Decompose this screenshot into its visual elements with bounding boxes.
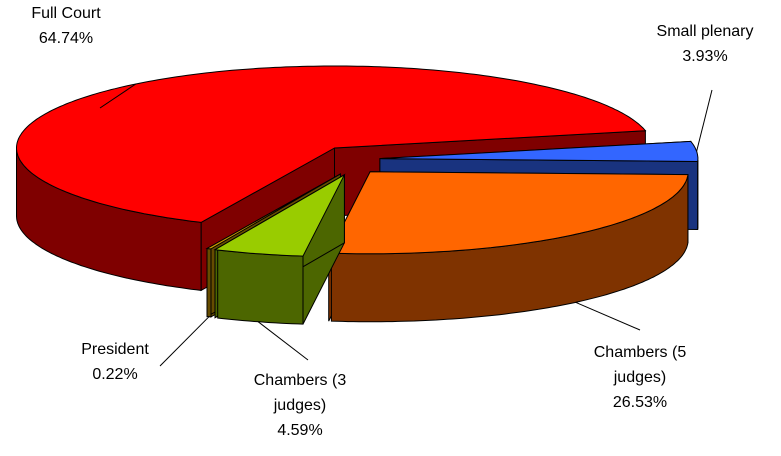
slice [213, 173, 346, 325]
slice [327, 171, 689, 323]
slice-side [206, 247, 212, 318]
slice-label: Chambers (5 judges) [594, 344, 687, 386]
slice-value-label: 0.22% [92, 366, 137, 383]
leader-line [257, 321, 309, 361]
slice-top [205, 173, 341, 250]
leader-line [575, 301, 641, 331]
leader-line [696, 89, 713, 152]
slice-value-label: 26.53% [613, 394, 667, 411]
slice-label: Small plenary [657, 23, 754, 40]
slice-top [327, 171, 689, 255]
slice-value-label: 3.93% [682, 48, 727, 65]
slice-label: Full Court [31, 5, 101, 22]
leader-line [99, 83, 137, 109]
slice-value-label: 64.74% [39, 30, 93, 47]
slice-side [217, 249, 304, 325]
slice-top [213, 173, 346, 257]
slice-label: Chambers (3 judges) [254, 372, 347, 414]
slice-label: President [81, 341, 149, 358]
slice-value-label: 4.59% [277, 422, 322, 439]
leader-line [159, 316, 210, 367]
